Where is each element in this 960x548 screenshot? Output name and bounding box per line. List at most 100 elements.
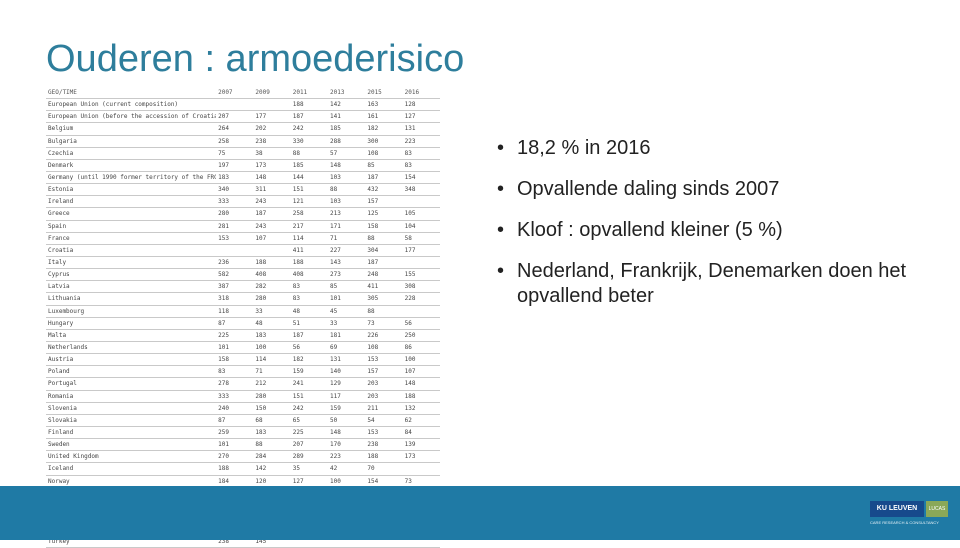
- value-cell: 84: [402, 426, 440, 440]
- value-cell: 273: [328, 268, 366, 282]
- value-cell: 85: [328, 280, 366, 294]
- value-cell: 86: [402, 341, 440, 355]
- value-cell: 83: [402, 159, 440, 172]
- value-cell: 238: [253, 135, 291, 148]
- ku-leuven-logo: KU LEUVEN: [870, 501, 924, 517]
- value-cell: 87: [216, 317, 254, 330]
- table-row: Greece 280 187 258 213 125 105: [46, 207, 440, 221]
- table-row: Austria 158 114 182 131 153 100: [46, 353, 440, 367]
- value-cell: 241: [290, 377, 329, 391]
- value-cell: [402, 256, 440, 270]
- table-row: Germany (until 1990 former territory of …: [46, 171, 440, 185]
- value-cell: 408: [253, 268, 291, 282]
- country-cell: Czechia: [46, 147, 217, 160]
- value-cell: 223: [402, 135, 440, 148]
- country-cell: Italy: [46, 256, 217, 270]
- value-cell: 226: [365, 329, 403, 342]
- value-cell: 141: [328, 110, 366, 124]
- value-cell: 153: [365, 426, 403, 440]
- value-cell: 117: [328, 390, 366, 403]
- value-cell: 159: [290, 365, 329, 379]
- value-cell: 187: [290, 329, 329, 342]
- value-cell: 181: [328, 329, 366, 342]
- value-cell: 188: [290, 256, 329, 270]
- value-cell: 127: [402, 110, 440, 124]
- value-cell: 65: [290, 414, 329, 427]
- value-cell: 305: [365, 292, 403, 306]
- table-row: Spain 281 243 217 171 158 104: [46, 220, 440, 233]
- country-cell: Estonia: [46, 183, 217, 197]
- country-cell: Iceland: [46, 462, 217, 476]
- value-cell: 131: [402, 122, 440, 136]
- value-cell: 333: [216, 390, 254, 403]
- value-cell: 107: [253, 232, 291, 245]
- table-row: Poland 83 71 159 140 157 107: [46, 365, 440, 379]
- value-cell: 83: [402, 147, 440, 160]
- value-cell: 42: [328, 462, 366, 476]
- table-row: Netherlands 101 100 56 69 108 86: [46, 341, 440, 355]
- country-cell: United Kingdom: [46, 450, 217, 464]
- country-cell: Greece: [46, 207, 217, 221]
- value-cell: 411: [365, 280, 403, 294]
- value-cell: 185: [290, 159, 329, 172]
- value-cell: 56: [402, 317, 440, 330]
- country-cell: Croatia: [46, 244, 217, 257]
- value-cell: 83: [290, 292, 329, 306]
- value-cell: 148: [253, 171, 291, 185]
- value-cell: 284: [253, 450, 291, 464]
- value-cell: 173: [253, 159, 291, 172]
- bullet-text: Kloof : opvallend kleiner (5 %): [517, 219, 783, 241]
- value-cell: 225: [216, 329, 254, 342]
- country-cell: European Union (before the accession of …: [46, 110, 217, 124]
- table-row: Cyprus 582 408 408 273 248 155: [46, 268, 440, 282]
- value-cell: 270: [216, 450, 254, 464]
- value-cell: 88: [365, 305, 403, 318]
- value-cell: [402, 195, 440, 209]
- table-row: European Union (before the accession of …: [46, 110, 440, 124]
- bullet-item: • 18,2 % in 2016: [497, 136, 917, 161]
- column-header: GEO/TIME: [46, 87, 217, 100]
- value-cell: 101: [216, 438, 254, 452]
- table-row: Hungary 87 48 51 33 73 56: [46, 317, 440, 330]
- value-cell: 108: [365, 341, 403, 355]
- value-cell: 105: [402, 207, 440, 221]
- value-cell: 140: [328, 365, 366, 379]
- value-cell: 148: [328, 426, 366, 440]
- country-cell: Slovakia: [46, 414, 217, 427]
- bullet-text: 18,2 % in 2016: [517, 137, 651, 159]
- value-cell: 340: [216, 183, 254, 197]
- value-cell: 142: [328, 98, 366, 112]
- value-cell: 242: [290, 402, 329, 415]
- value-cell: 73: [365, 317, 403, 330]
- value-cell: 280: [253, 292, 291, 306]
- value-cell: 57: [328, 147, 366, 160]
- table-row: Estonia 340 311 151 88 432 348: [46, 183, 440, 197]
- value-cell: 114: [290, 232, 329, 245]
- logo-caption: CARE RESEARCH & CONSULTANCY: [870, 520, 939, 525]
- value-cell: 288: [328, 135, 366, 148]
- value-cell: 128: [402, 98, 440, 112]
- value-cell: [216, 244, 254, 257]
- country-cell: Luxembourg: [46, 305, 217, 318]
- value-cell: 88: [290, 147, 329, 160]
- value-cell: 83: [216, 365, 254, 379]
- table-row: Lithuania 318 280 83 101 305 228: [46, 292, 440, 306]
- value-cell: 197: [216, 159, 254, 172]
- value-cell: 48: [290, 305, 329, 318]
- value-cell: 85: [365, 159, 403, 172]
- table-row: Portugal 278 212 241 129 203 148: [46, 377, 440, 391]
- value-cell: 35: [290, 462, 329, 476]
- value-cell: 108: [365, 147, 403, 160]
- table-row: Norway 184 120 127 100 154 73: [46, 475, 440, 488]
- poverty-risk-table: GEO/TIME 2007 2009 2011 2013 2015 2016 E…: [46, 87, 440, 548]
- value-cell: 182: [290, 353, 329, 367]
- value-cell: 223: [328, 450, 366, 464]
- value-cell: 69: [328, 341, 366, 355]
- table-row: Latvia 387 282 83 85 411 308: [46, 280, 440, 294]
- table-row: Iceland 188 142 35 42 70: [46, 462, 440, 476]
- value-cell: 408: [290, 268, 329, 282]
- country-cell: Spain: [46, 220, 217, 233]
- value-cell: 330: [290, 135, 329, 148]
- value-cell: 242: [290, 122, 329, 136]
- page-title: Ouderen : armoederisico: [46, 38, 465, 80]
